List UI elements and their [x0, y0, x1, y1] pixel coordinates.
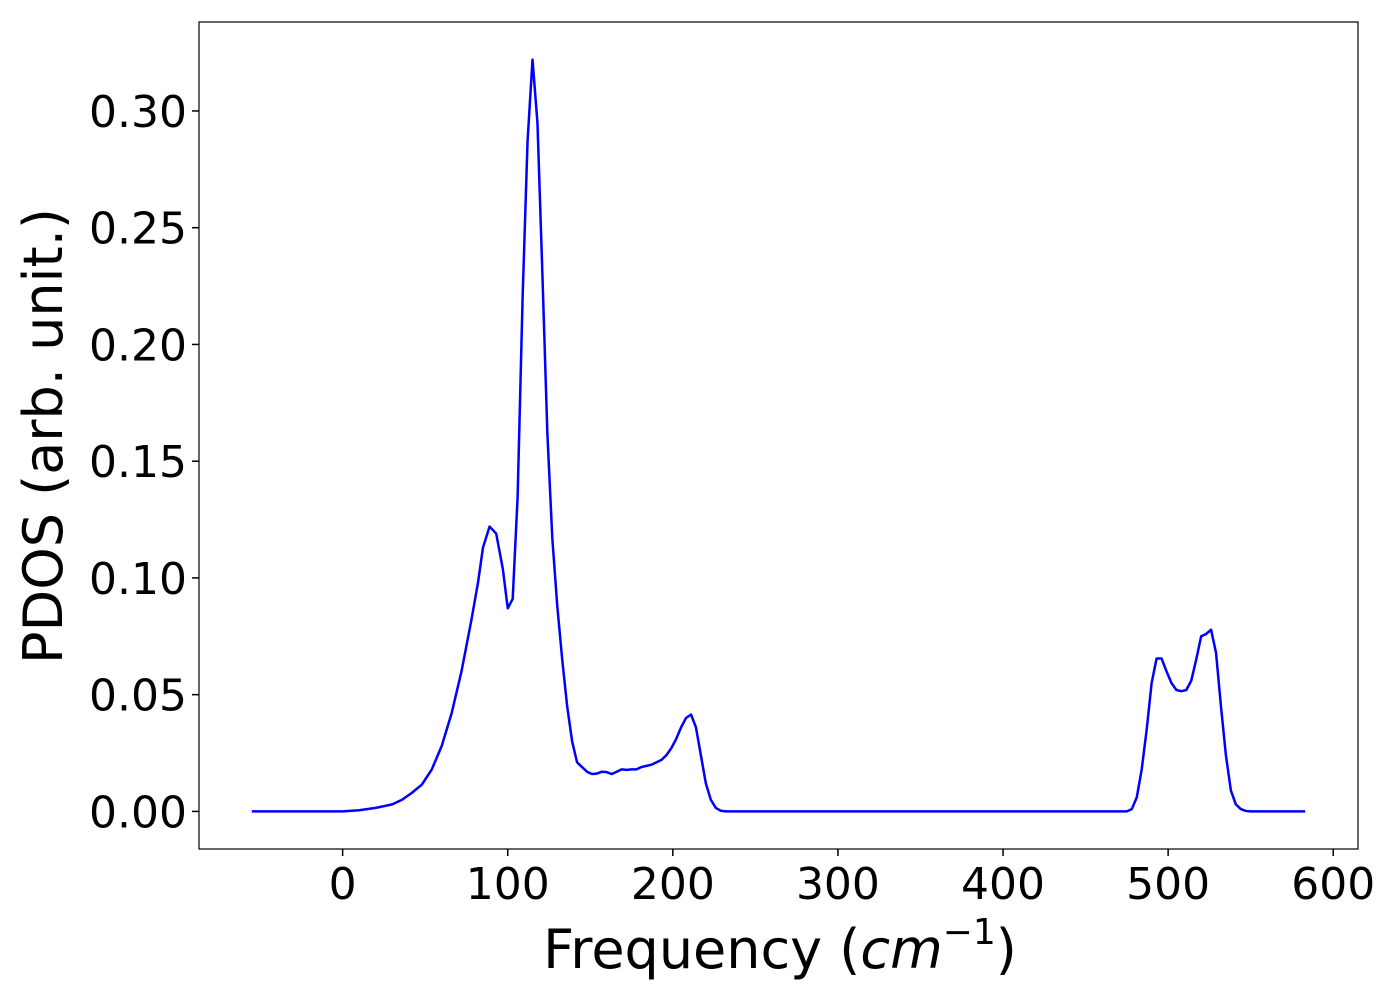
x-label-close: )	[996, 918, 1017, 981]
y-tick-label: 0.20	[89, 320, 187, 371]
x-tick-label: 500	[1126, 859, 1210, 910]
x-tick-label: 400	[961, 859, 1045, 910]
y-tick-label: 0.15	[89, 437, 187, 488]
x-label-text: Frequency (	[543, 918, 860, 981]
x-tick-label: 200	[631, 859, 715, 910]
x-tick-label: 0	[329, 859, 357, 910]
data-line	[251, 58, 1306, 813]
x-label-exponent: −1	[943, 912, 996, 953]
x-label-unit: cm	[860, 918, 942, 981]
y-tick-label: 0.10	[89, 554, 187, 605]
x-tick-label: 600	[1291, 859, 1375, 910]
x-tick-label: 300	[796, 859, 880, 910]
y-axis-label: PDOS (arb. unit.)	[12, 208, 75, 664]
y-tick-label: 0.30	[89, 87, 187, 138]
plot-frame	[198, 21, 1359, 850]
y-tick-label: 0.00	[89, 787, 187, 838]
y-tick-label: 0.05	[89, 671, 187, 722]
y-tick-label: 0.25	[89, 204, 187, 255]
x-axis-label: Frequency (cm−1)	[543, 912, 1017, 981]
x-tick-label: 100	[466, 859, 550, 910]
